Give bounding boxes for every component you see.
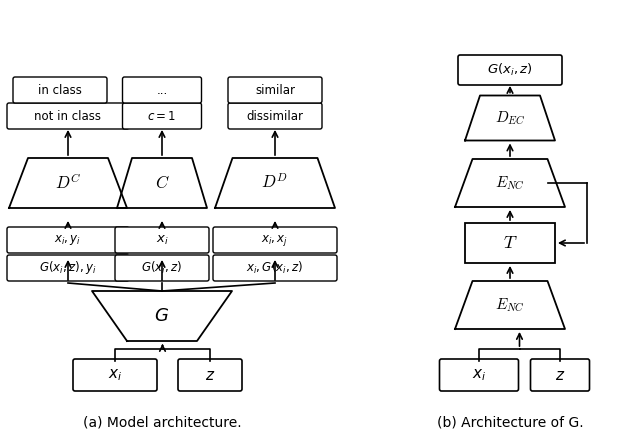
- Bar: [465, 223, 555, 263]
- Polygon shape: [465, 95, 555, 141]
- Text: $C$: $C$: [155, 174, 169, 192]
- Polygon shape: [92, 291, 232, 341]
- Text: $E_{NC}$: $E_{NC}$: [495, 174, 525, 192]
- Polygon shape: [215, 158, 335, 208]
- FancyBboxPatch shape: [115, 227, 209, 253]
- Polygon shape: [455, 159, 565, 207]
- Text: $x_i, x_j$: $x_i, x_j$: [261, 233, 289, 247]
- Text: $G(x_i, z)$: $G(x_i, z)$: [487, 62, 533, 78]
- Text: (b) Architecture of G.: (b) Architecture of G.: [437, 415, 583, 429]
- Text: in class: in class: [38, 83, 82, 96]
- FancyBboxPatch shape: [213, 227, 337, 253]
- Text: $z$: $z$: [555, 368, 565, 382]
- FancyBboxPatch shape: [439, 359, 518, 391]
- Text: $x_i, y_i$: $x_i, y_i$: [55, 233, 81, 247]
- FancyBboxPatch shape: [7, 103, 129, 129]
- Text: similar: similar: [255, 83, 295, 96]
- FancyBboxPatch shape: [123, 77, 202, 103]
- FancyBboxPatch shape: [123, 103, 202, 129]
- Polygon shape: [9, 158, 127, 208]
- FancyBboxPatch shape: [73, 359, 157, 391]
- Text: $G(x_i, z), y_i$: $G(x_i, z), y_i$: [39, 260, 97, 276]
- Text: (a) Model architecture.: (a) Model architecture.: [83, 415, 241, 429]
- Polygon shape: [455, 281, 565, 329]
- FancyBboxPatch shape: [530, 359, 590, 391]
- FancyBboxPatch shape: [13, 77, 107, 103]
- Text: $c = 1$: $c = 1$: [148, 109, 177, 122]
- Text: $E_{NC}$: $E_{NC}$: [495, 296, 525, 314]
- FancyBboxPatch shape: [115, 255, 209, 281]
- Text: $x_i$: $x_i$: [108, 367, 122, 383]
- FancyBboxPatch shape: [178, 359, 242, 391]
- FancyBboxPatch shape: [228, 103, 322, 129]
- Text: not in class: not in class: [34, 109, 102, 122]
- Text: dissimilar: dissimilar: [247, 109, 303, 122]
- Text: $D^C$: $D^C$: [55, 173, 81, 193]
- Polygon shape: [117, 158, 207, 208]
- Text: $T$: $T$: [502, 234, 517, 252]
- FancyBboxPatch shape: [7, 255, 129, 281]
- Text: $D_{EC}$: $D_{EC}$: [495, 109, 525, 127]
- Text: $x_i, G(x_i, z)$: $x_i, G(x_i, z)$: [247, 260, 303, 276]
- Text: $D^D$: $D^D$: [261, 174, 289, 192]
- FancyBboxPatch shape: [228, 77, 322, 103]
- Text: $x_i$: $x_i$: [156, 233, 169, 247]
- Text: $G(x_i, z)$: $G(x_i, z)$: [141, 260, 183, 276]
- Text: $x_i$: $x_i$: [472, 367, 486, 383]
- FancyBboxPatch shape: [458, 55, 562, 85]
- FancyBboxPatch shape: [213, 255, 337, 281]
- Text: $G$: $G$: [155, 307, 170, 325]
- Text: ...: ...: [156, 83, 168, 96]
- FancyBboxPatch shape: [7, 227, 129, 253]
- Text: $z$: $z$: [205, 368, 215, 382]
